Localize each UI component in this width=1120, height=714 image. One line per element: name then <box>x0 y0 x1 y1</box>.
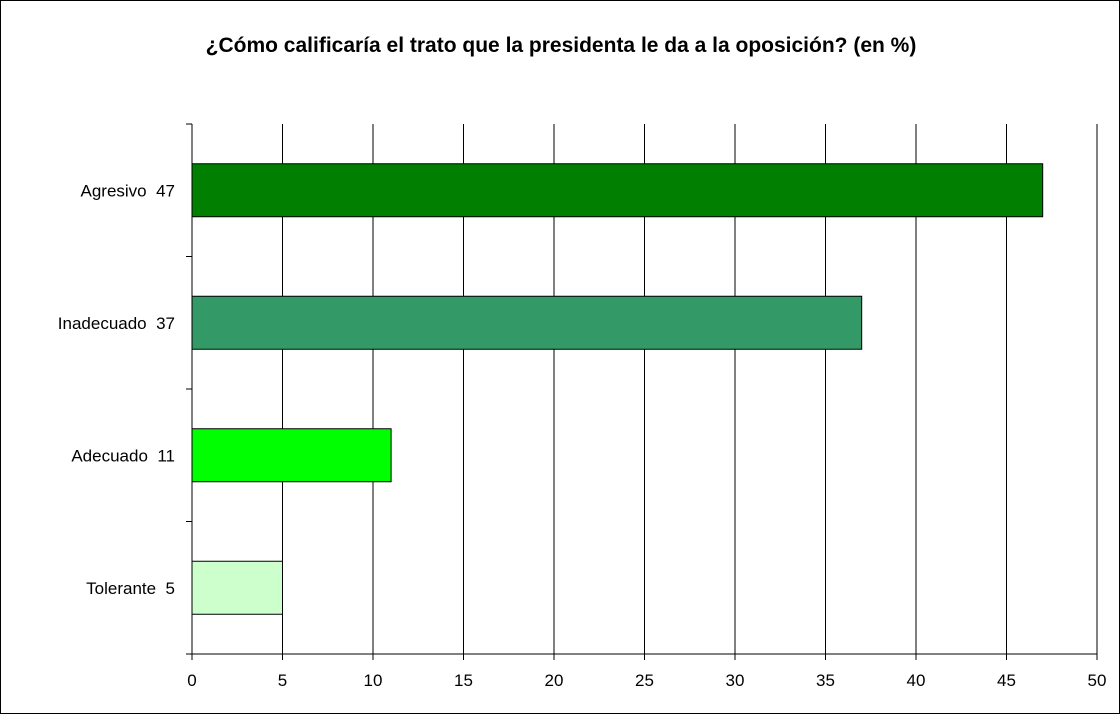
x-tick-label-45: 45 <box>997 671 1016 690</box>
bar-2 <box>191 295 863 350</box>
x-tick-label-40: 40 <box>907 671 926 690</box>
bar-4 <box>191 560 283 615</box>
category-label-1: Agresivo 47 <box>81 181 176 200</box>
x-tick-label-15: 15 <box>454 671 473 690</box>
x-tick-label-30: 30 <box>726 671 745 690</box>
category-label-2: Inadecuado 37 <box>58 314 175 333</box>
x-tick-label-5: 5 <box>278 671 287 690</box>
x-tick-label-25: 25 <box>635 671 654 690</box>
x-tick-label-20: 20 <box>545 671 564 690</box>
category-label-3: Adecuado 11 <box>71 446 175 465</box>
x-tick-label-35: 35 <box>816 671 835 690</box>
chart-title: ¿Cómo calificaría el trato que la presid… <box>205 34 917 57</box>
x-tick-label-50: 50 <box>1088 671 1107 690</box>
x-tick-label-0: 0 <box>187 671 196 690</box>
bar-1 <box>191 163 1044 218</box>
x-tick-label-10: 10 <box>364 671 383 690</box>
bar-3 <box>191 428 392 483</box>
category-label-4: Tolerante 5 <box>86 579 175 598</box>
